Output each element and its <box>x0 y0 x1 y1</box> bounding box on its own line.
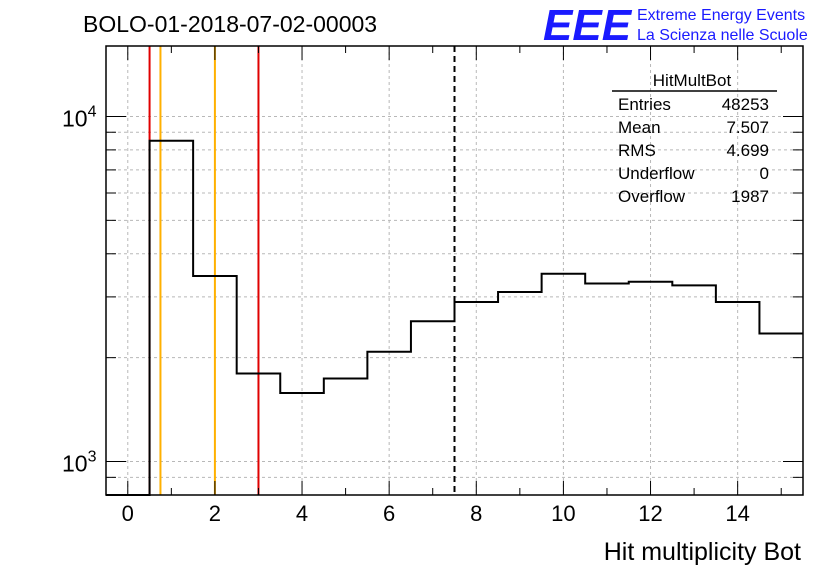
y-tick-labels: 103 104 <box>62 103 97 476</box>
x-tick-label: 12 <box>638 501 662 526</box>
stats-value: 0 <box>760 164 769 183</box>
stats-label: Underflow <box>618 164 695 183</box>
logo-line1: Extreme Energy Events <box>637 7 805 24</box>
y-tick-label: 104 <box>62 103 97 131</box>
stats-name: HitMultBot <box>653 71 732 90</box>
x-tick-label: 14 <box>725 501 749 526</box>
x-tick-label: 4 <box>296 501 308 526</box>
x-tick-labels: 0 2 4 6 8 10 12 14 <box>122 501 750 526</box>
logo-letters: EEE <box>543 1 633 50</box>
stats-value: 48253 <box>722 95 769 114</box>
x-tick-label: 6 <box>383 501 395 526</box>
logo-line2: La Scienza nelle Scuole <box>637 27 808 44</box>
y-tick-label: 103 <box>62 449 97 477</box>
histogram-series <box>106 139 803 496</box>
stats-box: HitMultBot Entries 48253 Mean 7.507 RMS 4.699… <box>612 71 777 206</box>
stats-label: RMS <box>618 141 656 160</box>
stats-value: 4.699 <box>726 141 769 160</box>
histogram-line <box>106 139 803 496</box>
x-tick-label: 2 <box>209 501 221 526</box>
chart-title: BOLO-01-2018-07-02-00003 <box>83 11 377 37</box>
stats-rows: Entries 48253 Mean 7.507 RMS 4.699 Underflow 0 O… <box>618 95 769 206</box>
stats-label: Overflow <box>618 187 686 206</box>
axis-ticks <box>106 46 803 495</box>
stats-label: Entries <box>618 95 671 114</box>
stats-value: 1987 <box>731 187 769 206</box>
x-tick-label: 10 <box>551 501 575 526</box>
x-tick-label: 8 <box>470 501 482 526</box>
x-tick-label: 0 <box>122 501 134 526</box>
stats-label: Mean <box>618 118 661 137</box>
stats-value: 7.507 <box>726 118 769 137</box>
eee-logo: EEE Extreme Energy Events La Scienza nel… <box>543 1 808 50</box>
x-axis-label: Hit multiplicity Bot <box>604 538 801 566</box>
plot-frame <box>105 45 804 496</box>
